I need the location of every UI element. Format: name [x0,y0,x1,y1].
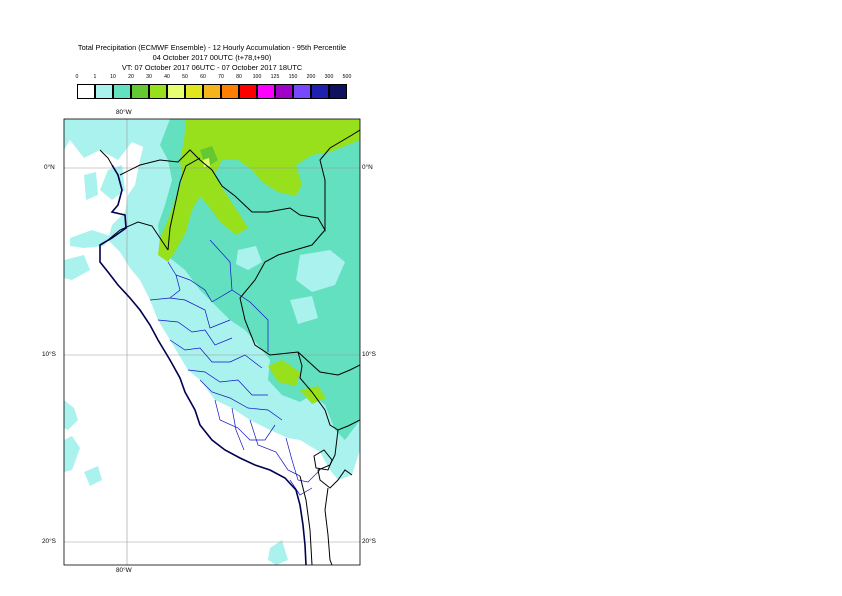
legend-swatch [257,84,275,99]
lat-label-left: 10°S [42,351,56,358]
map-title: Total Precipitation (ECMWF Ensemble) - 1… [77,43,347,52]
max-precip-cell [203,158,210,167]
legend-label: 50 [182,74,188,80]
legend-label: 0 [75,74,79,80]
legend-swatch [275,84,293,99]
legend-label: 300 [324,74,334,80]
legend-swatch [149,84,167,99]
legend-label: 200 [306,74,316,80]
lat-label-left: 0°N [44,164,55,171]
legend-swatch [131,84,149,99]
legend-swatch [203,84,221,99]
legend-swatch [185,84,203,99]
legend-swatch [95,84,113,99]
legend-swatch [239,84,257,99]
legend-label: 70 [218,74,224,80]
heavy-precip-cell [268,360,300,386]
legend-label: 80 [236,74,242,80]
ocean-precip-cells [64,119,288,565]
legend-label: 150 [288,74,298,80]
lat-label-right: 10°S [362,351,376,358]
legend-swatch [221,84,239,99]
coastline-north [99,149,113,166]
legend-swatch [77,84,95,99]
legend-swatch [329,84,347,99]
legend-label: 1 [93,74,97,80]
lat-label-right: 0°N [362,164,373,171]
legend-label: 500 [342,74,352,80]
coastline [99,164,307,565]
country-borders [107,129,360,565]
legend-label: 20 [128,74,134,80]
map-frame [63,118,361,566]
map-run-time: 04 October 2017 00UTC (t+78,t+90) [152,53,272,62]
heavy-precip-cell [300,386,326,404]
lon-label-top: 80°W [116,109,132,116]
legend-label: 30 [146,74,152,80]
legend-label: 125 [270,74,280,80]
lon-label-bottom: 80°W [116,567,132,574]
light-patches [236,246,345,324]
legend-swatch [293,84,311,99]
lat-label-right: 20°S [362,538,376,545]
region-borders [149,239,321,496]
legend-label: 60 [200,74,206,80]
legend-swatch [113,84,131,99]
legend-label: 40 [164,74,170,80]
legend-swatch [167,84,185,99]
legend-label: 10 [110,74,116,80]
legend-swatch [311,84,329,99]
legend-label: 100 [252,74,262,80]
map-valid-time: VT: 07 October 2017 06UTC - 07 October 2… [121,63,303,72]
lat-label-left: 20°S [42,538,56,545]
